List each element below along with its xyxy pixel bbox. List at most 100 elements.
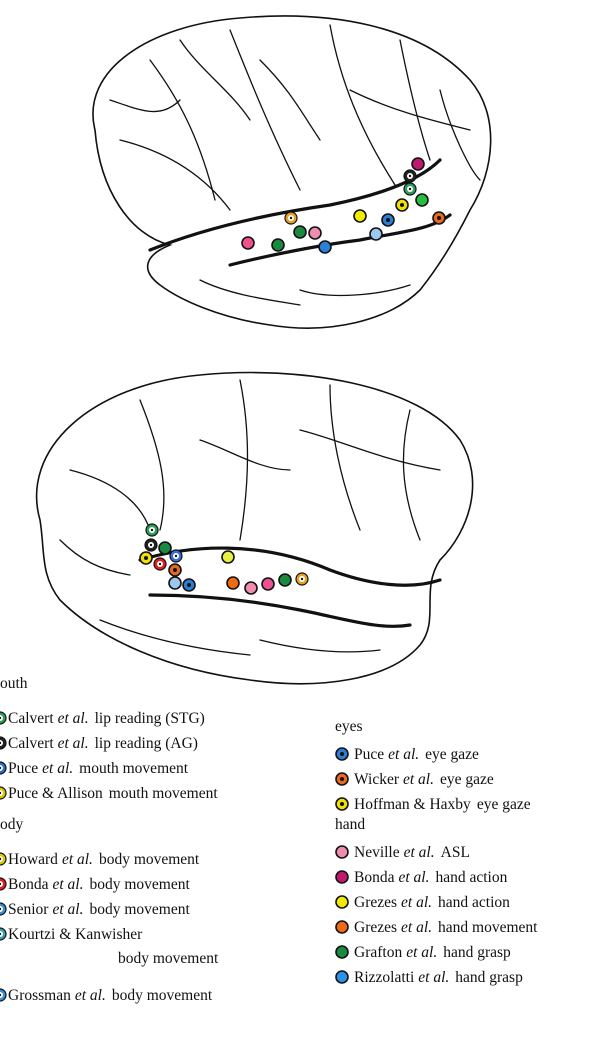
legend-author: Grezes [354, 894, 397, 911]
legend-entry: Senior et al. body movement [8, 901, 190, 918]
legend-author: Grezes [354, 919, 397, 936]
marker [284, 211, 298, 225]
legend-etal: et al. [52, 901, 83, 918]
marker-dot [386, 218, 390, 222]
marker [261, 577, 275, 591]
legend-label: body movement [118, 950, 219, 967]
marker [0, 852, 7, 866]
marker-dot [0, 907, 2, 911]
legend-label: eye gaze [440, 771, 494, 788]
marker-disc [168, 576, 182, 590]
legend-author: Puce [354, 746, 384, 763]
marker [0, 902, 7, 916]
marker [169, 549, 183, 563]
marker [139, 551, 153, 565]
legend-etal: et al. [401, 894, 432, 911]
legend-label: hand grasp [455, 969, 523, 986]
legend-entry: Grafton et al. hand grasp [354, 944, 511, 961]
legend-author: Hoffman & Haxby [354, 796, 471, 813]
marker-disc [335, 870, 349, 884]
marker [335, 845, 349, 859]
marker-dot [300, 577, 304, 581]
marker-disc [241, 236, 255, 250]
legend-label: hand movement [438, 919, 538, 936]
marker [381, 213, 395, 227]
legend-entry: Grossman et al. body movement [8, 987, 213, 1004]
marker [153, 557, 167, 571]
marker-center [0, 931, 3, 937]
marker-dot [408, 174, 412, 178]
marker [403, 169, 417, 183]
marker [145, 523, 159, 537]
legend-author: Calvert [8, 735, 54, 752]
marker-disc [318, 240, 332, 254]
legend-label: lip reading (STG) [95, 710, 205, 727]
marker-dot [0, 791, 2, 795]
legend-etal: et al. [62, 851, 93, 868]
legend-etal: et al. [388, 746, 419, 763]
marker-dot [0, 857, 2, 861]
marker-center [0, 881, 3, 887]
legend-entry: Hoffman & Haxby eye gaze [354, 796, 531, 813]
marker [0, 988, 7, 1002]
legend-label: eye gaze [425, 746, 479, 763]
legend-heading: hand [335, 816, 365, 833]
marker-dot [187, 583, 191, 587]
marker-dot [149, 543, 153, 547]
marker [278, 573, 292, 587]
marker [308, 226, 322, 240]
marker-dot [340, 802, 344, 806]
marker [158, 541, 172, 555]
marker-disc [221, 550, 235, 564]
marker [318, 240, 332, 254]
marker-disc [415, 193, 429, 207]
legend-label: mouth movement [109, 785, 219, 802]
marker-dot [174, 554, 178, 558]
legend-entry: Howard et al. body movement [8, 851, 200, 868]
marker-dot [173, 568, 177, 572]
marker [168, 576, 182, 590]
legend-label: ASL [441, 844, 470, 861]
legend-entry: Bonda et al. hand action [354, 869, 508, 886]
marker [0, 927, 7, 941]
marker [335, 970, 349, 984]
marker [241, 236, 255, 250]
legend-label: mouth movement [79, 760, 189, 777]
marker-disc [308, 226, 322, 240]
marker-center [0, 992, 3, 998]
legend-author: Senior [8, 901, 49, 918]
marker [335, 772, 349, 786]
legend-etal: et al. [406, 944, 437, 961]
legend-author: Grafton [354, 944, 402, 961]
marker-center [0, 740, 3, 746]
marker [144, 538, 158, 552]
marker-center [0, 765, 3, 771]
legend-author: Howard [8, 851, 58, 868]
legend-label: hand action [438, 894, 510, 911]
marker [293, 225, 307, 239]
marker-dot [150, 528, 154, 532]
legend-etal: et al. [398, 869, 429, 886]
marker [415, 193, 429, 207]
marker [395, 198, 409, 212]
marker-disc [411, 157, 425, 171]
marker-center [0, 715, 3, 721]
legend-label: body movement [89, 876, 190, 893]
marker [168, 563, 182, 577]
marker [335, 870, 349, 884]
marker-dot [0, 741, 2, 745]
legend-entry: Puce & Allison mouth movement [8, 785, 218, 802]
legend-author: Grossman [8, 987, 71, 1004]
marker [432, 211, 446, 225]
legend-label: hand grasp [443, 944, 511, 961]
legend-entry: Puce et al. eye gaze [354, 746, 479, 763]
marker-disc [226, 576, 240, 590]
marker [0, 877, 7, 891]
legend-heading: ody [0, 816, 24, 833]
marker-center [0, 856, 3, 862]
marker-dot [408, 187, 412, 191]
legend-entry: Bonda et al. body movement [8, 876, 190, 893]
marker [335, 920, 349, 934]
marker [335, 895, 349, 909]
